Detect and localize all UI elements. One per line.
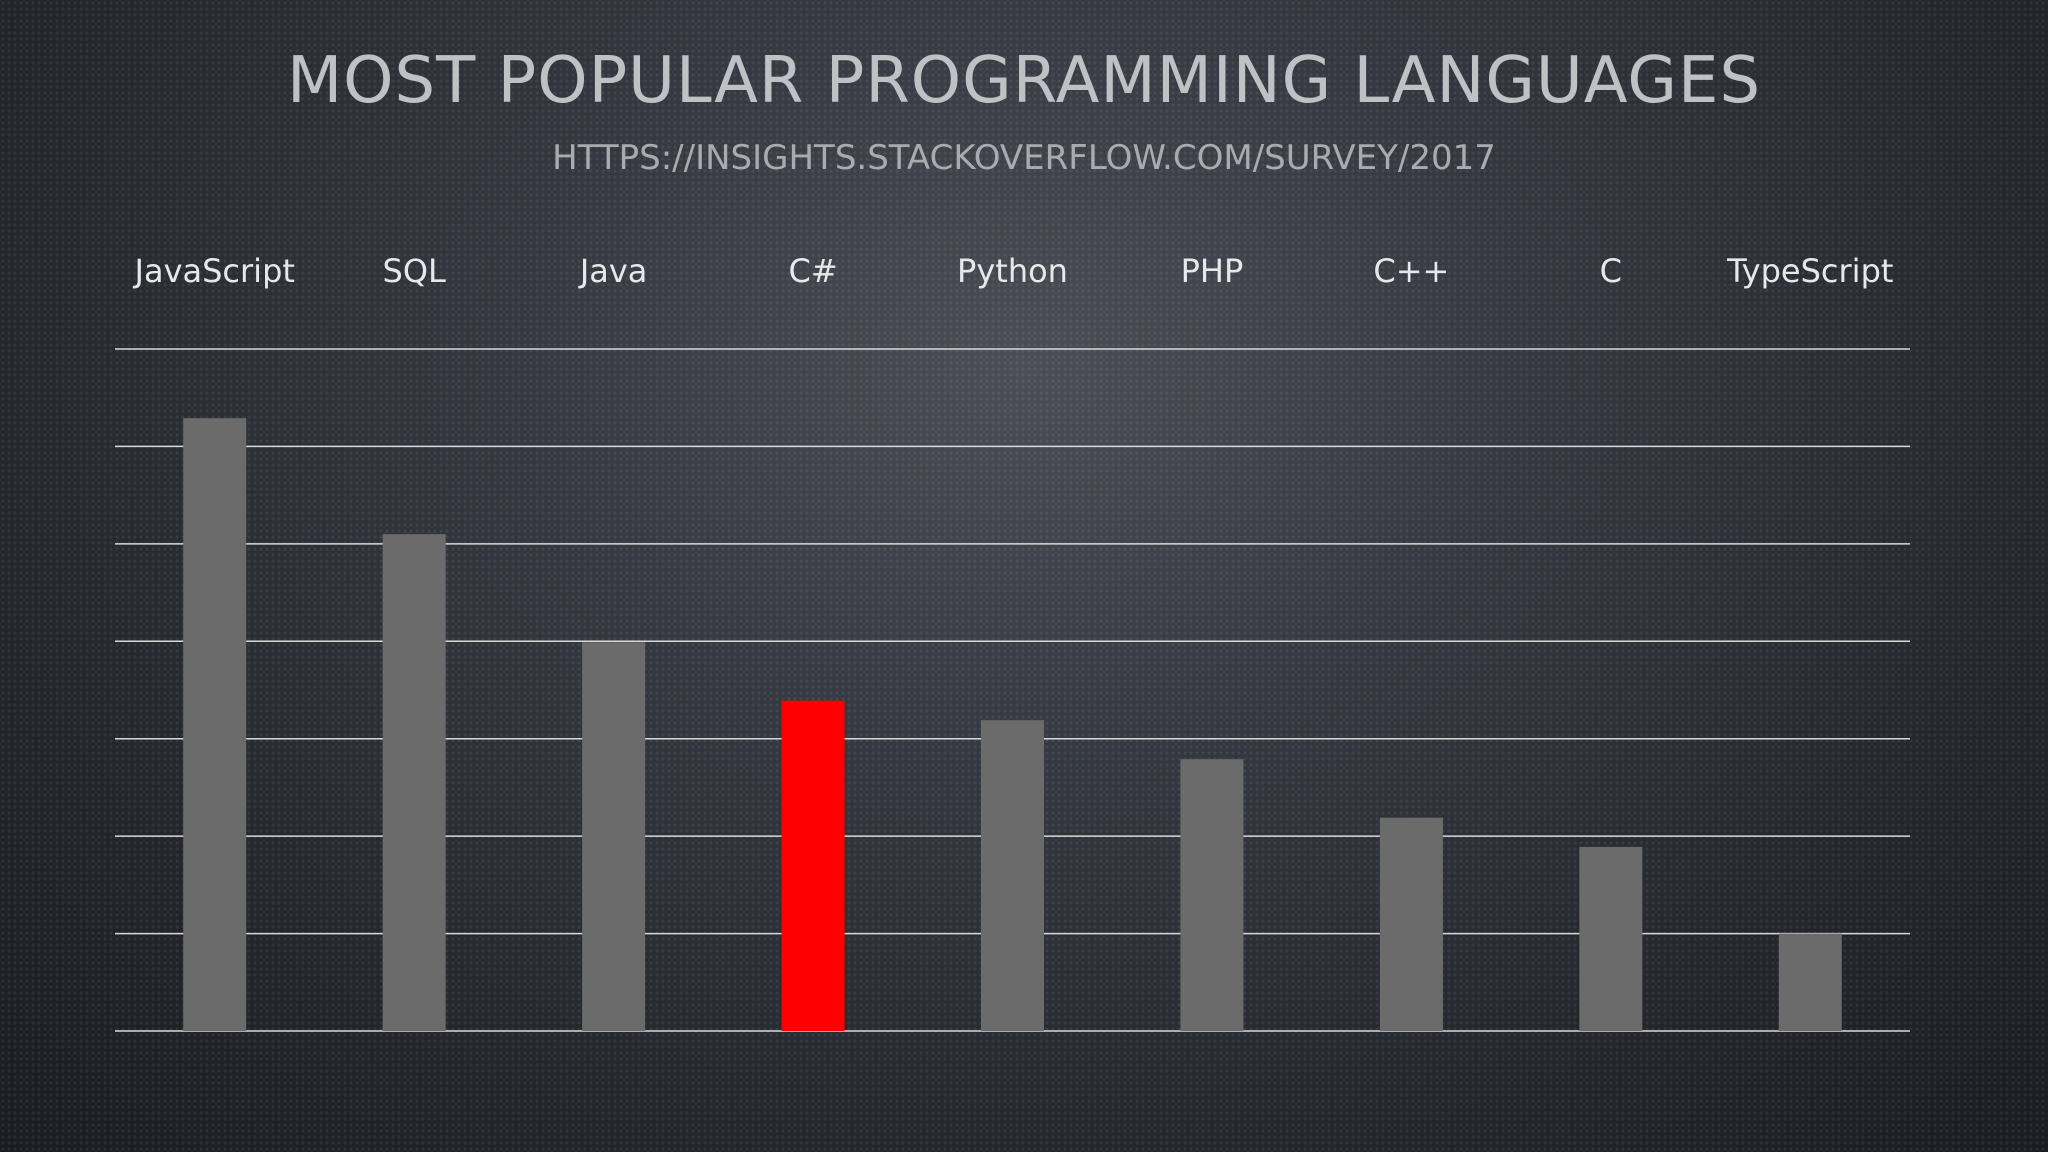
category-label: TypeScript (1726, 252, 1893, 290)
category-label: C (1600, 252, 1622, 290)
bars (183, 418, 1842, 1031)
category-label: C# (788, 252, 837, 290)
category-label: Java (578, 252, 648, 290)
category-label: JavaScript (133, 252, 295, 290)
bar-java (582, 642, 646, 1031)
bar-cpp (1379, 817, 1443, 1031)
slide-subtitle: HTTPS://INSIGHTS.STACKOVERFLOW.COM/SURVE… (552, 138, 1496, 178)
category-label: SQL (383, 252, 447, 290)
category-label: PHP (1181, 252, 1244, 290)
bar-php (1180, 759, 1244, 1031)
bar-javascript (183, 418, 247, 1031)
bar-python (981, 720, 1044, 1031)
category-labels: JavaScript SQL Java C# Python PHP C++ C TypeScri… (133, 252, 1894, 290)
bar-csharp (781, 700, 845, 1031)
bar-c (1579, 846, 1643, 1031)
slide-title: MOST POPULAR PROGRAMMING LANGUAGES (286, 44, 1762, 118)
category-label: Python (957, 252, 1068, 290)
category-label: C++ (1373, 252, 1449, 290)
bar-typescript (1778, 933, 1842, 1031)
bar-sql (382, 534, 446, 1031)
